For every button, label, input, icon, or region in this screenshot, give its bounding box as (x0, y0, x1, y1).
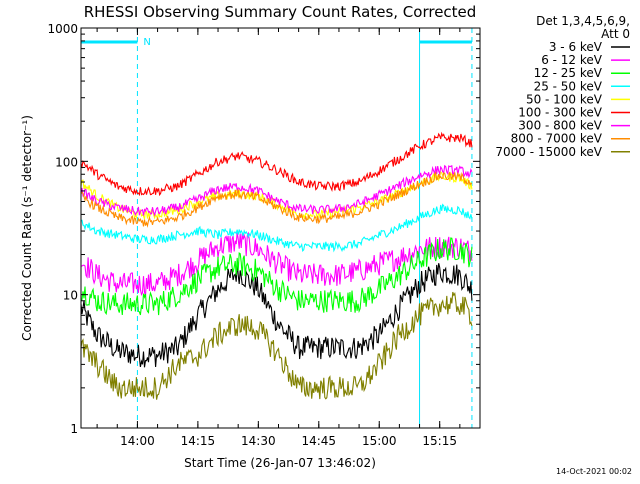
x-tick-label-3: 14:45 (301, 434, 336, 448)
series-line-8 (80, 291, 473, 400)
series-line-7 (80, 171, 473, 228)
legend-label-4: 50 - 100 keV (526, 92, 603, 106)
legend-label-5: 100 - 300 keV (518, 106, 602, 120)
legend-label-8: 7000 - 15000 keV (495, 145, 602, 159)
series-line-2 (80, 237, 473, 316)
series-layer (80, 131, 473, 400)
legend-label-2: 12 - 25 keV (534, 66, 603, 80)
x-axis-label: Start Time (26-Jan-07 13:46:02) (184, 456, 376, 470)
axes-layer: 1 10 100 1000 14:00 14:15 14:30 14:45 15:00 15:15 (47, 22, 481, 448)
x-tick-label-5: 15:15 (422, 434, 457, 448)
series-line-0 (80, 262, 473, 368)
generation-timestamp: 14-Oct-2021 00:02 (556, 467, 632, 476)
marker-label: N (143, 37, 150, 48)
series-line-3 (81, 203, 473, 253)
legend-title-line-2: Att 0 (601, 27, 630, 41)
legend-title-line-1: Det 1,3,4,5,6,9, (536, 14, 630, 28)
series-line-1 (80, 231, 473, 297)
chart-title: RHESSI Observing Summary Count Rates, Co… (84, 3, 477, 21)
series-line-5 (80, 131, 473, 197)
legend-label-1: 6 - 12 keV (541, 53, 603, 67)
series-line-6 (80, 164, 473, 217)
plot-frame (80, 27, 481, 429)
legend-label-3: 25 - 50 keV (534, 79, 603, 93)
x-tick-label-4: 15:00 (362, 434, 397, 448)
y-tick-label-0: 1 (70, 422, 78, 436)
y-axis-label: Corrected Count Rate (s⁻¹ detector⁻¹) (20, 115, 34, 341)
y-tick-label-2: 100 (55, 155, 78, 169)
x-tick-label-2: 14:30 (241, 434, 276, 448)
legend-label-6: 300 - 800 keV (518, 119, 602, 133)
x-tick-label-0: 14:00 (120, 434, 155, 448)
x-tick-label-1: 14:15 (181, 434, 216, 448)
y-tick-label-3: 1000 (47, 22, 78, 36)
legend-label-7: 800 - 7000 keV (511, 132, 603, 146)
y-tick-label-1: 10 (63, 289, 78, 303)
legend-label-0: 3 - 6 keV (549, 40, 603, 54)
